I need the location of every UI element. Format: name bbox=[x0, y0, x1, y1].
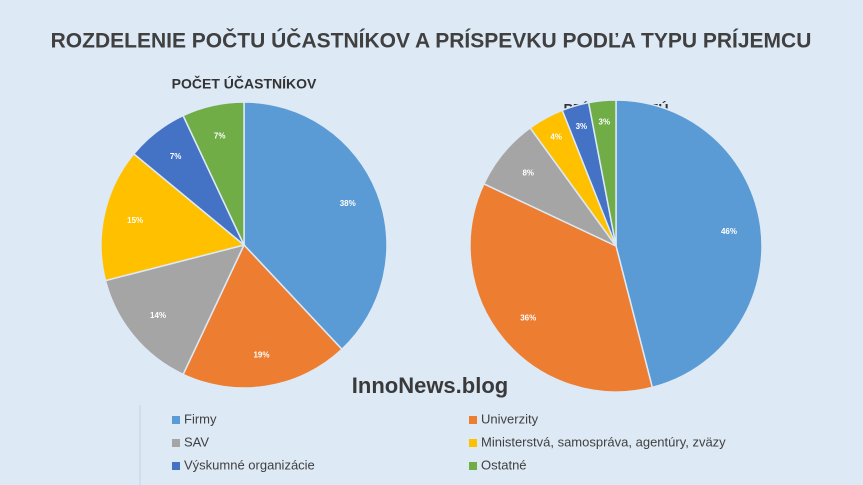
pie-slice bbox=[243, 101, 388, 351]
pie-title: POČET ÚČASTNÍKOV bbox=[172, 75, 317, 92]
pie-slice bbox=[469, 182, 654, 393]
legend-label: Firmy bbox=[184, 411, 217, 426]
legend-label: Ostatné bbox=[481, 457, 527, 472]
legend-swatch bbox=[469, 416, 477, 424]
data-label: 7% bbox=[170, 152, 182, 161]
data-label: 36% bbox=[520, 314, 536, 323]
legend-label: Univerzity bbox=[481, 411, 539, 426]
legend-label: Ministerstvá, samospráva, agentúry, zväz… bbox=[481, 434, 726, 449]
watermark: InnoNews.blog bbox=[352, 373, 508, 398]
legend-swatch bbox=[172, 439, 180, 447]
data-label: 46% bbox=[721, 227, 737, 236]
data-label: 19% bbox=[253, 350, 269, 359]
data-label: 38% bbox=[340, 199, 356, 208]
pie-slice bbox=[182, 243, 343, 389]
data-label: 8% bbox=[522, 169, 534, 178]
data-label: 14% bbox=[150, 311, 166, 320]
pie-slice bbox=[587, 99, 617, 247]
data-label: 4% bbox=[550, 132, 562, 141]
legend-swatch bbox=[469, 439, 477, 447]
pie-slice bbox=[182, 101, 245, 246]
data-label: 7% bbox=[214, 131, 226, 140]
legend-swatch bbox=[172, 416, 180, 424]
pie-slice bbox=[615, 99, 763, 389]
data-label: 3% bbox=[576, 122, 588, 131]
pie-slice bbox=[104, 243, 246, 376]
pie-slice bbox=[100, 152, 246, 282]
legend-label: SAV bbox=[184, 434, 209, 449]
legend-label: Výskumné organizácie bbox=[184, 457, 315, 472]
data-label: 15% bbox=[127, 216, 143, 225]
legend-swatch bbox=[469, 462, 477, 470]
chart-title: ROZDELENIE POČTU ÚČASTNÍKOV A PRÍSPEVKU … bbox=[51, 29, 812, 53]
data-label: 3% bbox=[599, 118, 611, 127]
legend-swatch bbox=[172, 462, 180, 470]
